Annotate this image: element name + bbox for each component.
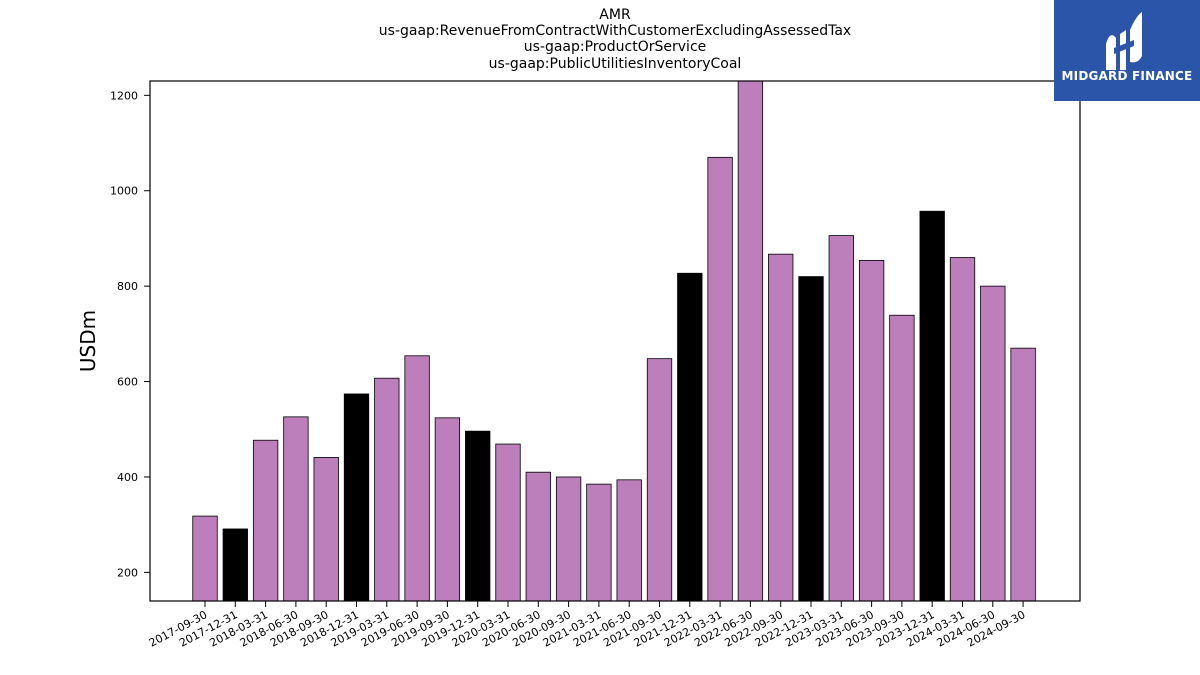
y-tick-label-400: 400 xyxy=(117,471,138,484)
chart-title-line-3: us-gaap:ProductOrService xyxy=(523,39,707,55)
y-tick-label-800: 800 xyxy=(117,280,138,293)
bar-2018-09-30 xyxy=(313,457,339,602)
plot-frame xyxy=(149,80,1081,602)
bar-2022-12-31 xyxy=(798,276,824,602)
y-tick-label-600: 600 xyxy=(117,376,138,389)
bar-2018-12-31 xyxy=(343,393,370,602)
bar-2017-09-30 xyxy=(192,515,218,602)
bar-2019-09-30 xyxy=(434,417,461,602)
bar-2020-03-31 xyxy=(495,443,521,602)
logo-text: MIDGARD FINANCE xyxy=(1061,69,1193,83)
bar-2024-03-31 xyxy=(949,257,976,602)
chart-title-line-4: us-gaap:PublicUtilitiesInventoryCoal xyxy=(488,56,742,72)
bar-2022-03-31 xyxy=(707,156,733,602)
bar-2019-06-30 xyxy=(404,355,430,602)
y-tick-label-200: 200 xyxy=(117,566,138,579)
bar-2020-09-30 xyxy=(555,476,582,602)
bar-2021-09-30 xyxy=(646,358,673,602)
midgard-finance-logo: MIDGARD FINANCE xyxy=(1054,0,1200,101)
bar-2021-06-30 xyxy=(616,479,642,602)
bar-2021-12-31 xyxy=(677,272,703,602)
chart-title-line-2: us-gaap:RevenueFromContractWithCustomerE… xyxy=(378,23,852,39)
bar-2018-06-30 xyxy=(283,416,309,602)
bar-2019-03-31 xyxy=(374,377,400,602)
bar-2017-12-31 xyxy=(222,528,248,602)
y-tick-label-1200: 1200 xyxy=(110,89,138,102)
bar-2021-03-31 xyxy=(586,483,612,602)
bar-2023-03-31 xyxy=(828,235,854,602)
midgard-logo-icon xyxy=(1106,12,1142,70)
bar-2022-06-30 xyxy=(737,80,764,602)
bar-2024-09-30 xyxy=(1010,347,1036,602)
bar-2018-03-31 xyxy=(252,439,279,602)
y-axis-label: USDm xyxy=(76,310,100,372)
bar-2023-12-31 xyxy=(919,210,945,602)
bar-2022-09-30 xyxy=(768,253,794,602)
bar-2024-06-30 xyxy=(980,285,1006,602)
bar-2020-06-30 xyxy=(525,471,551,602)
y-tick-label-1000: 1000 xyxy=(110,185,138,198)
bar-2023-06-30 xyxy=(858,259,885,602)
bar-2023-09-30 xyxy=(889,314,915,602)
bar-2019-12-31 xyxy=(465,430,491,602)
chart-title-line-1: AMR xyxy=(599,7,631,23)
